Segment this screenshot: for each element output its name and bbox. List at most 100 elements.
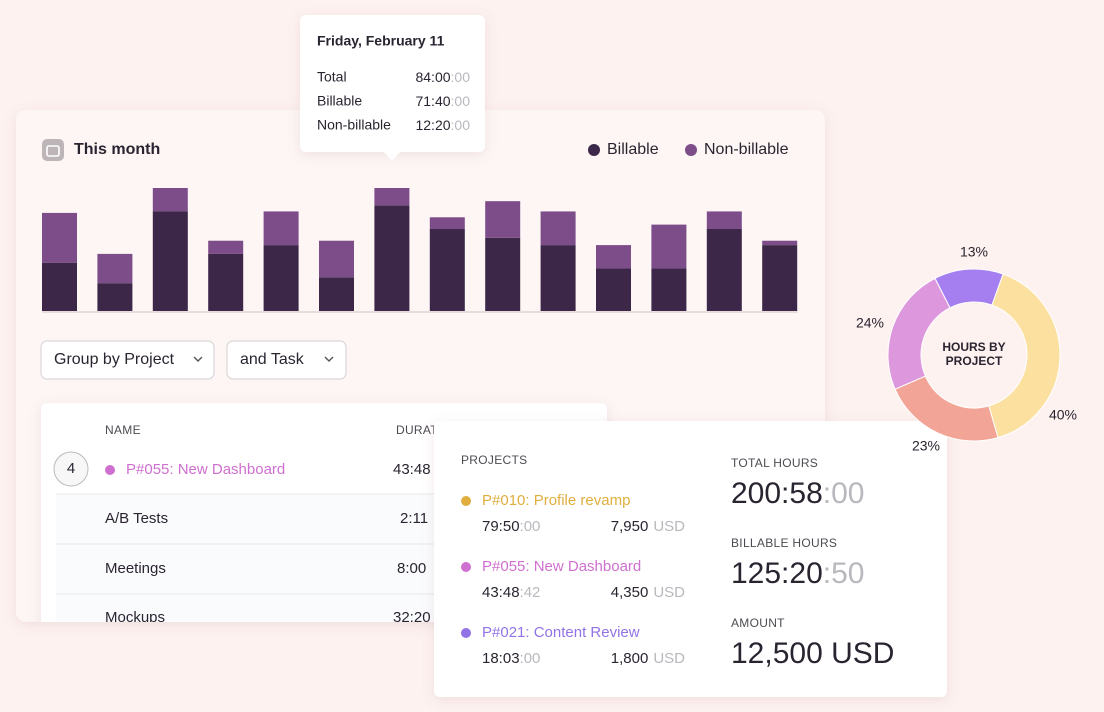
donut-segment xyxy=(887,277,951,390)
project-dot xyxy=(461,496,471,506)
summary-card xyxy=(434,421,947,697)
section-label: TOTAL HOURS xyxy=(731,456,818,470)
bar-segment xyxy=(263,245,299,311)
seconds: :50 xyxy=(823,557,865,590)
currency: USD xyxy=(653,584,685,601)
time: 18:03 xyxy=(482,650,520,667)
bar-segment xyxy=(429,229,465,311)
tooltip-label: Non-billable xyxy=(317,117,391,133)
project-dot xyxy=(105,465,115,475)
donut-center-line: PROJECT xyxy=(946,354,1003,368)
bar-segment xyxy=(208,253,244,311)
currency: USD xyxy=(653,518,685,535)
time: 125:20 xyxy=(731,557,823,590)
bar-segment xyxy=(429,217,465,229)
task-name: A/B Tests xyxy=(105,510,168,527)
bar-segment xyxy=(263,211,299,246)
bar-segment xyxy=(596,268,631,311)
bar-segment xyxy=(706,211,742,229)
bar-segment xyxy=(42,212,77,263)
chart-title: This month xyxy=(74,141,160,158)
project-name[interactable]: P#055: New Dashboard xyxy=(482,558,641,575)
section-label: PROJECTS xyxy=(461,453,527,467)
section-label: AMOUNT xyxy=(731,616,785,630)
duration: 43:48 xyxy=(393,461,431,478)
time: 84:00 xyxy=(415,69,450,85)
project-amount: 7,950 USD xyxy=(611,518,685,535)
seconds: :00 xyxy=(823,477,865,510)
seconds: :00 xyxy=(451,69,471,85)
amount: 1,800 xyxy=(611,650,649,667)
project-name[interactable]: P#055: New Dashboard xyxy=(126,461,285,478)
tooltip-label: Billable xyxy=(317,93,362,109)
billable-hours: 125:20:50 xyxy=(731,557,864,590)
seconds: :00 xyxy=(520,650,541,667)
column-header: NAME xyxy=(105,423,141,437)
total-hours: 200:58:00 xyxy=(731,477,864,510)
project-hours: 43:48:42 xyxy=(482,584,540,601)
dropdown-label[interactable]: Group by Project xyxy=(54,351,175,368)
bar-segment xyxy=(152,211,188,311)
bar-segment xyxy=(540,211,576,246)
time: 43:48 xyxy=(482,584,520,601)
project-name[interactable]: P#010: Profile revamp xyxy=(482,492,630,509)
currency: USD xyxy=(653,650,685,667)
bar-segment xyxy=(319,277,354,311)
duration: 32:20 xyxy=(393,609,431,626)
tooltip-date: Friday, February 11 xyxy=(317,33,445,49)
dropdown[interactable] xyxy=(40,340,215,380)
time: 79:50 xyxy=(482,518,520,535)
project-amount: 4,350 USD xyxy=(611,584,685,601)
tooltip-label: Total xyxy=(317,69,347,85)
bar-segment xyxy=(706,229,742,311)
time: 200:58 xyxy=(731,477,823,510)
donut-label: 13% xyxy=(960,244,988,260)
amount: 7,950 xyxy=(611,518,649,535)
section-label: BILLABLE HOURS xyxy=(731,536,837,550)
bar-segment xyxy=(374,188,410,206)
time: 71:40 xyxy=(415,93,450,109)
bar-segment xyxy=(208,240,244,254)
project-hours: 79:50:00 xyxy=(482,518,540,535)
project-hours: 18:03:00 xyxy=(482,650,540,667)
donut-center-label: HOURS BY PROJECT xyxy=(942,340,1005,368)
chevron xyxy=(324,356,334,362)
bar-chart xyxy=(42,188,798,311)
bar-segment xyxy=(374,205,410,311)
bar-segment xyxy=(762,240,798,246)
task-name: Meetings xyxy=(105,560,166,577)
calendar-icon-inner xyxy=(46,145,60,157)
calendar-icon xyxy=(42,139,64,161)
time: 12:20 xyxy=(415,117,450,133)
bar-segment xyxy=(596,245,631,269)
project-dot xyxy=(461,562,471,572)
dropdown[interactable] xyxy=(226,340,347,380)
duration: 2:11 xyxy=(400,510,428,527)
badge-text: 4 xyxy=(67,460,75,477)
bar-segment xyxy=(651,224,687,269)
duration: 8:00 xyxy=(397,560,426,577)
seconds: :00 xyxy=(451,117,471,133)
donut-label: 23% xyxy=(912,438,940,454)
bar-segment xyxy=(485,237,521,311)
project-name[interactable]: P#021: Content Review xyxy=(482,624,640,641)
donut-hole xyxy=(922,303,1026,407)
donut-center-line: HOURS BY xyxy=(942,340,1005,354)
project-dot xyxy=(461,628,471,638)
seconds: :42 xyxy=(520,584,541,601)
legend-swatch xyxy=(685,144,697,156)
legend-swatch xyxy=(588,144,600,156)
donut-label: 40% xyxy=(1049,407,1077,423)
dropdown-label[interactable]: and Task xyxy=(240,351,305,368)
bar-segment xyxy=(152,188,188,212)
tooltip-value: 84:00:00 xyxy=(415,69,470,85)
chevron xyxy=(193,356,203,362)
amount: 4,350 xyxy=(611,584,649,601)
bar-segment xyxy=(97,253,133,284)
donut-label: 24% xyxy=(856,315,884,331)
bar-segment xyxy=(762,245,798,311)
donut-segment xyxy=(988,273,1061,439)
